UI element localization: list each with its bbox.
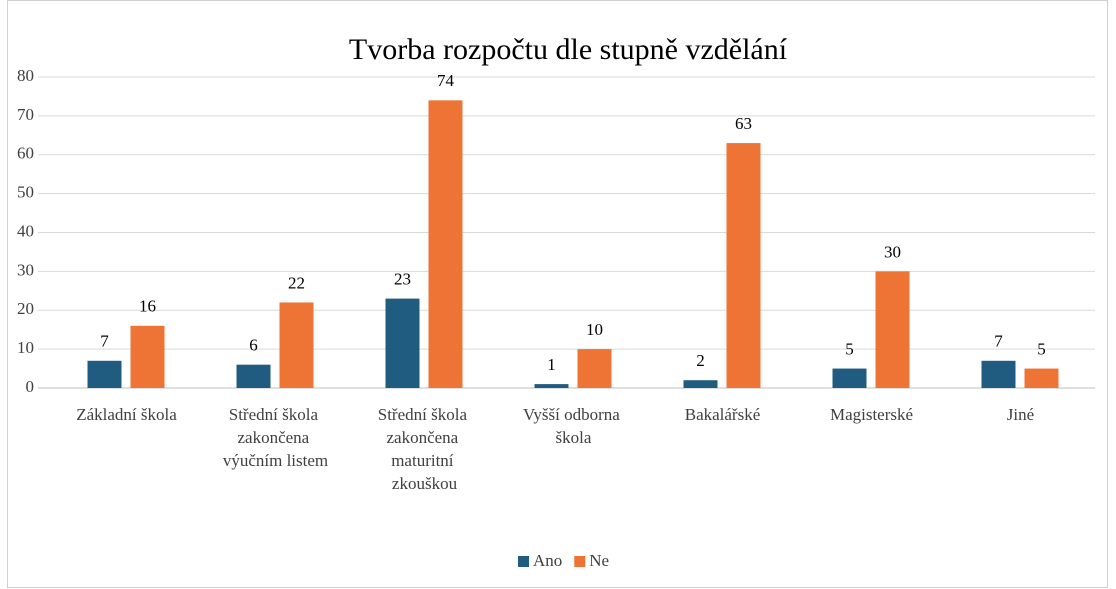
y-tick-label: 60 [17, 144, 34, 163]
bar [1024, 368, 1059, 388]
data-label: 7 [994, 332, 1003, 351]
bar [832, 368, 867, 388]
y-tick-label: 30 [17, 260, 34, 279]
y-tick-label: 20 [17, 299, 34, 318]
bar [385, 298, 420, 388]
y-tick-label: 0 [26, 377, 35, 396]
legend-swatch [574, 556, 586, 567]
y-tick-label: 50 [17, 183, 34, 202]
bar [130, 325, 165, 388]
bar [279, 302, 314, 388]
y-tick-label: 10 [17, 338, 34, 357]
legend-label: Ne [589, 551, 609, 570]
bar [87, 360, 122, 388]
x-tick-label: Magisterské [830, 405, 913, 424]
bar [683, 380, 718, 388]
data-label: 5 [845, 339, 854, 358]
x-tick-label: Bakalářské [685, 405, 761, 424]
data-label: 5 [1037, 339, 1046, 358]
bar [726, 143, 761, 388]
data-label: 2 [696, 351, 705, 370]
chart-title: Tvorba rozpočtu dle stupně vzdělání [349, 33, 788, 66]
x-tick-label: Střední škola zakončena výučním listem [223, 405, 328, 470]
data-label: 74 [437, 71, 455, 90]
bar [428, 100, 463, 388]
data-label: 63 [735, 114, 752, 133]
data-label: 1 [547, 355, 556, 374]
legend: Ano Ne [518, 551, 609, 570]
bar [534, 384, 569, 388]
data-label: 6 [249, 336, 258, 355]
bar [875, 271, 910, 388]
y-tick-label: 40 [17, 221, 34, 240]
chart-border [7, 0, 1108, 588]
bar [981, 360, 1016, 388]
data-label: 16 [139, 297, 156, 316]
y-tick-label: 80 [17, 66, 34, 85]
data-label: 22 [288, 273, 305, 292]
data-label: 23 [394, 269, 411, 288]
data-label: 30 [884, 242, 901, 261]
data-label: 10 [586, 320, 603, 339]
x-tick-label: Střední škola zakončena maturitní zkoušk… [378, 405, 472, 493]
bar [577, 349, 612, 388]
bar [236, 364, 271, 388]
x-tick-label: Základní škola [76, 405, 177, 424]
y-tick-label: 70 [17, 105, 34, 124]
legend-label: Ano [533, 551, 562, 570]
data-label: 7 [100, 332, 109, 351]
x-tick-label: Vyšší odborna škola [523, 405, 624, 447]
legend-swatch [518, 556, 529, 567]
x-tick-label: Jiné [1007, 405, 1034, 424]
